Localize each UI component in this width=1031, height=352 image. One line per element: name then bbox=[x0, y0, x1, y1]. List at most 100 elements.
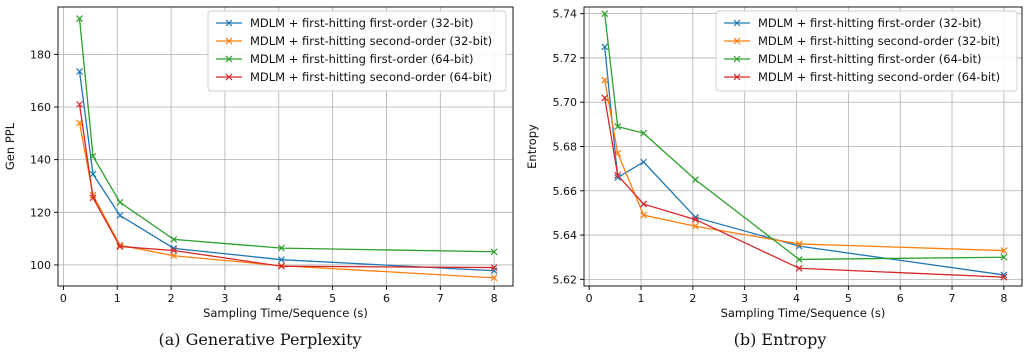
data-point bbox=[795, 256, 803, 263]
data-point bbox=[116, 212, 124, 219]
legend-item: MDLM + first-hitting first-order (64-bit… bbox=[216, 52, 474, 66]
data-point bbox=[490, 264, 498, 271]
data-point bbox=[89, 152, 97, 160]
data-point bbox=[170, 247, 178, 254]
x-axis-label: Sampling Time/Sequence (s) bbox=[721, 306, 886, 320]
y-tick-label: 5.70 bbox=[553, 96, 578, 109]
data-point bbox=[170, 235, 178, 243]
legend-marker-stroke bbox=[733, 37, 741, 45]
data-point bbox=[1000, 247, 1008, 254]
legend: MDLM + first-hitting first-order (32-bit… bbox=[715, 10, 1018, 92]
y-tick-label: 5.64 bbox=[553, 229, 578, 242]
data-point bbox=[116, 243, 124, 250]
data-point bbox=[614, 174, 622, 181]
series-line bbox=[78, 122, 495, 279]
y-axis-label: Entropy bbox=[525, 124, 539, 169]
point-marker-stroke bbox=[278, 256, 285, 264]
series-line bbox=[78, 71, 495, 272]
data-point bbox=[89, 170, 97, 178]
point-marker-stroke bbox=[692, 216, 699, 223]
point-marker-stroke bbox=[601, 94, 609, 102]
data-point bbox=[278, 244, 285, 252]
legend-label: MDLM + first-hitting second-order (32-bi… bbox=[758, 34, 1000, 48]
legend-label: MDLM + first-hitting first-order (64-bit… bbox=[250, 52, 474, 66]
legend-marker-stroke bbox=[225, 19, 233, 27]
legend-label: MDLM + first-hitting second-order (64-bi… bbox=[250, 70, 492, 84]
data-point bbox=[76, 68, 83, 75]
y-tick-label: 140 bbox=[30, 154, 51, 167]
legend: MDLM + first-hitting first-order (32-bit… bbox=[207, 10, 507, 92]
point-marker-stroke bbox=[170, 235, 178, 243]
data-point bbox=[640, 129, 648, 137]
legend-marker-stroke bbox=[225, 55, 233, 63]
legend-label: MDLM + first-hitting second-order (32-bi… bbox=[250, 34, 492, 48]
legend-box bbox=[715, 10, 1018, 92]
y-tick-label: 120 bbox=[30, 206, 51, 219]
y-tick-label: 5.68 bbox=[553, 141, 578, 154]
point-marker-stroke bbox=[1000, 247, 1008, 254]
x-tick-label: 4 bbox=[793, 292, 800, 305]
y-tick-label: 160 bbox=[30, 101, 51, 114]
legend-marker-stroke bbox=[225, 37, 233, 45]
data-point bbox=[76, 15, 83, 23]
point-marker-stroke bbox=[89, 152, 97, 160]
x-tick-label: 3 bbox=[221, 292, 228, 305]
point-marker-stroke bbox=[640, 129, 648, 137]
point-marker-stroke bbox=[1000, 253, 1008, 261]
series-line bbox=[78, 104, 495, 269]
point-marker-stroke bbox=[170, 247, 178, 254]
point-marker-stroke bbox=[795, 264, 803, 272]
point-marker-stroke bbox=[601, 10, 609, 18]
data-point bbox=[1000, 253, 1008, 261]
data-point bbox=[692, 222, 699, 230]
x-axis-label: Sampling Time/Sequence (s) bbox=[203, 306, 368, 320]
point-marker-stroke bbox=[490, 274, 498, 282]
point-marker-stroke bbox=[614, 149, 622, 157]
point-marker-stroke bbox=[601, 76, 609, 84]
point-marker-stroke bbox=[795, 240, 803, 248]
data-point bbox=[614, 171, 622, 179]
legend-label: MDLM + first-hitting first-order (32-bit… bbox=[250, 16, 474, 30]
data-point bbox=[89, 194, 97, 202]
data-point bbox=[614, 123, 622, 130]
legend-marker-stroke bbox=[733, 73, 741, 81]
y-tick-label: 5.66 bbox=[553, 185, 578, 198]
series-line bbox=[604, 13, 1004, 261]
point-marker-stroke bbox=[692, 222, 699, 230]
point-marker-stroke bbox=[490, 248, 498, 256]
point-marker-stroke bbox=[614, 171, 622, 179]
series-line bbox=[604, 79, 1004, 252]
point-marker-stroke bbox=[614, 123, 622, 130]
data-point bbox=[76, 100, 83, 108]
legend-item: MDLM + first-hitting first-order (64-bit… bbox=[724, 52, 982, 66]
legend-item: MDLM + first-hitting first-order (32-bit… bbox=[724, 16, 982, 30]
point-marker-stroke bbox=[116, 212, 124, 219]
legend-marker-stroke bbox=[733, 19, 741, 27]
point-marker-stroke bbox=[795, 256, 803, 263]
chart-panel-2: 0 1 2 3 4 5 6 7 8 5.62 5.64 5.66 5.68 5.70 5.72 5.74 Sam… bbox=[525, 6, 1023, 349]
y-tick-label: 100 bbox=[30, 259, 51, 272]
point-marker-stroke bbox=[614, 174, 622, 181]
data-point bbox=[490, 248, 498, 256]
data-point bbox=[601, 76, 609, 84]
data-point bbox=[116, 198, 124, 206]
point-marker-stroke bbox=[278, 262, 285, 270]
x-tick-label: 0 bbox=[60, 292, 67, 305]
point-marker-stroke bbox=[640, 158, 648, 166]
x-tick-label: 7 bbox=[437, 292, 444, 305]
y-tick-label: 5.62 bbox=[553, 273, 578, 286]
data-point bbox=[601, 94, 609, 102]
series-line bbox=[78, 18, 495, 253]
x-tick-label: 1 bbox=[638, 292, 645, 305]
x-tick-label: 7 bbox=[949, 292, 956, 305]
legend-item: MDLM + first-hitting second-order (32-bi… bbox=[724, 34, 1000, 48]
point-marker-stroke bbox=[116, 243, 124, 250]
legend-item: MDLM + first-hitting first-order (32-bit… bbox=[216, 16, 474, 30]
data-point bbox=[601, 43, 609, 51]
x-tick-label: 0 bbox=[586, 292, 593, 305]
axes-frame bbox=[57, 6, 514, 287]
data-point bbox=[1000, 273, 1008, 281]
legend-label: MDLM + first-hitting second-order (64-bi… bbox=[758, 70, 1000, 84]
legend-label: MDLM + first-hitting first-order (64-bit… bbox=[758, 52, 982, 66]
